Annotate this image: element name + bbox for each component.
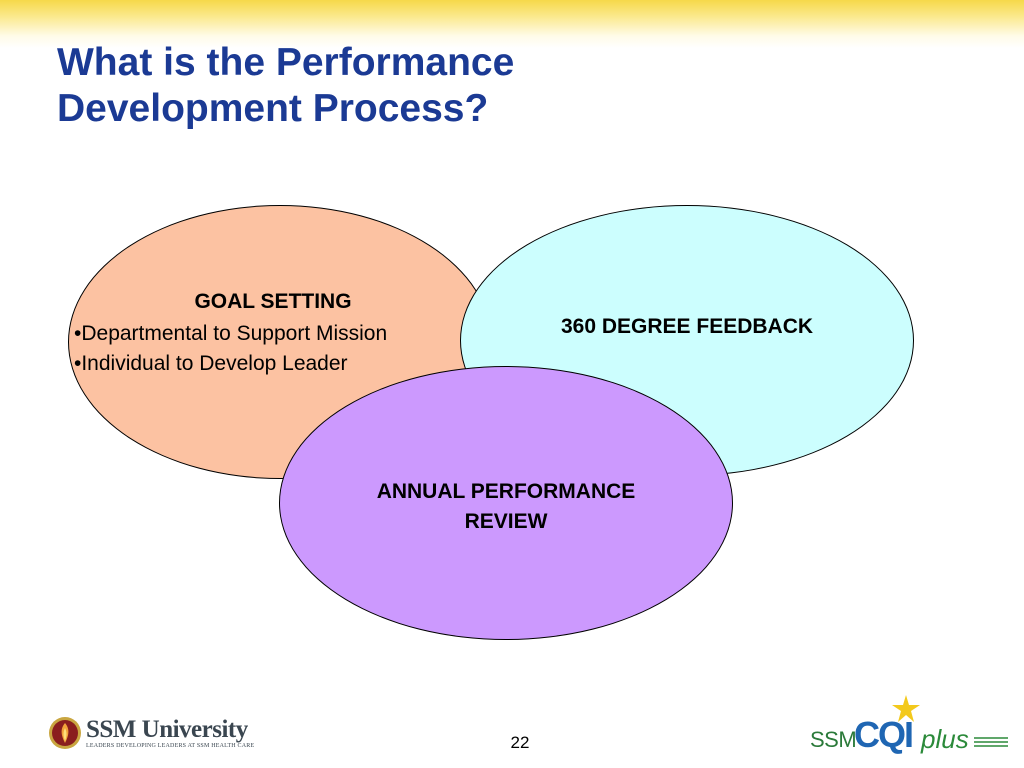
top-gradient-band bbox=[0, 0, 1024, 48]
ssm-seal-icon bbox=[49, 717, 81, 749]
ssm-university-logo: SSM University LEADERS DEVELOPING LEADER… bbox=[48, 714, 268, 754]
goal-setting-heading: GOAL SETTING bbox=[194, 290, 352, 313]
cqi-logo-suffix: plus bbox=[921, 724, 969, 754]
annual-review-ellipse bbox=[279, 366, 733, 640]
title-line-1: What is the Performance bbox=[57, 41, 515, 84]
annual-review-heading: ANNUAL PERFORMANCE REVIEW bbox=[300, 477, 712, 537]
speed-lines-icon bbox=[974, 737, 1008, 747]
annual-review-heading-line-2: REVIEW bbox=[464, 510, 548, 533]
star-icon bbox=[892, 695, 920, 722]
ssm-cqi-plus-logo: SSM CQI plus bbox=[806, 694, 1016, 756]
feedback-heading: 360 DEGREE FEEDBACK bbox=[560, 315, 814, 338]
goal-setting-bullet: •Individual to Develop Leader bbox=[74, 352, 348, 375]
ssm-university-tagline: LEADERS DEVELOPING LEADERS AT SSM HEALTH… bbox=[86, 743, 255, 749]
cqi-logo-prefix: SSM bbox=[810, 727, 857, 752]
slide-title: What is the Performance Development Proc… bbox=[57, 40, 757, 132]
cqi-logo-mark: CQI bbox=[854, 714, 914, 755]
goal-setting-bullet: •Departmental to Support Mission bbox=[74, 322, 388, 345]
title-line-2: Development Process? bbox=[57, 87, 489, 130]
ssm-university-name: SSM University bbox=[86, 716, 248, 743]
page-number: 22 bbox=[510, 733, 530, 752]
annual-review-heading-line-1: ANNUAL PERFORMANCE bbox=[376, 480, 636, 503]
